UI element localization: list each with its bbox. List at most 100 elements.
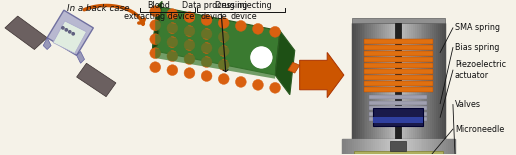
Bar [356, 139, 358, 155]
Bar [416, 23, 418, 146]
Bar [444, 23, 446, 146]
Bar [446, 139, 448, 155]
Bar [369, 139, 372, 155]
Bar [423, 139, 425, 155]
Bar [444, 139, 446, 155]
Bar [381, 23, 383, 146]
Bar [352, 23, 445, 146]
Bar [348, 139, 350, 155]
Bar [440, 23, 442, 146]
Bar [407, 139, 409, 155]
Bar [353, 151, 443, 155]
Circle shape [252, 80, 263, 90]
Circle shape [167, 37, 178, 48]
Bar [450, 139, 452, 155]
Bar [372, 23, 374, 146]
Bar [381, 139, 383, 155]
Circle shape [270, 26, 281, 37]
Polygon shape [43, 38, 51, 49]
Bar [418, 23, 421, 146]
Bar [426, 23, 428, 146]
Circle shape [184, 40, 195, 51]
Polygon shape [155, 34, 275, 65]
Bar [390, 141, 406, 151]
Bar [367, 23, 369, 146]
Polygon shape [275, 31, 295, 95]
Bar [401, 23, 403, 146]
Bar [379, 139, 381, 155]
Circle shape [252, 48, 271, 67]
Bar [374, 108, 424, 126]
Circle shape [65, 29, 68, 31]
Circle shape [218, 46, 229, 56]
Bar [352, 23, 353, 146]
Bar [448, 139, 450, 155]
Circle shape [252, 23, 263, 34]
Bar [401, 139, 403, 155]
Bar [423, 23, 425, 146]
Bar [397, 139, 399, 155]
Bar [364, 57, 433, 62]
Polygon shape [155, 48, 275, 79]
Circle shape [218, 32, 229, 42]
Bar [362, 139, 364, 155]
Circle shape [201, 29, 212, 39]
Bar [407, 23, 409, 146]
Bar [369, 101, 427, 105]
Circle shape [167, 23, 178, 33]
Circle shape [167, 51, 178, 62]
Bar [377, 23, 379, 146]
Bar [418, 139, 421, 155]
Bar [364, 87, 433, 92]
Bar [425, 23, 426, 146]
Bar [387, 139, 389, 155]
Bar [416, 139, 418, 155]
Polygon shape [77, 51, 85, 63]
Circle shape [167, 65, 178, 75]
Bar [405, 139, 407, 155]
Bar [350, 139, 352, 155]
Text: Bias spring: Bias spring [455, 43, 499, 52]
Bar [411, 23, 413, 146]
Bar [409, 23, 411, 146]
Bar [428, 139, 430, 155]
Bar [342, 139, 455, 155]
Bar [369, 106, 427, 110]
Circle shape [218, 74, 229, 84]
Bar [369, 95, 427, 99]
Bar [369, 23, 372, 146]
Bar [358, 139, 360, 155]
Text: Valves: Valves [455, 100, 481, 109]
Bar [405, 23, 407, 146]
Bar [411, 139, 413, 155]
Bar [442, 139, 444, 155]
Bar [393, 139, 395, 155]
Circle shape [201, 71, 212, 81]
Bar [379, 23, 381, 146]
Bar [364, 51, 433, 56]
Bar [352, 18, 445, 23]
Bar [432, 139, 434, 155]
Bar [413, 23, 415, 146]
Polygon shape [152, 6, 280, 75]
Bar [438, 139, 440, 155]
Bar [434, 139, 436, 155]
Bar [395, 23, 397, 146]
Bar [364, 75, 433, 80]
Bar [440, 139, 442, 155]
Bar [364, 23, 365, 146]
Bar [365, 139, 367, 155]
Bar [346, 139, 348, 155]
Bar [385, 23, 387, 146]
Bar [421, 139, 423, 155]
Circle shape [235, 20, 246, 31]
Bar [436, 23, 438, 146]
Text: Data processing
device: Data processing device [182, 1, 247, 21]
Bar [358, 23, 360, 146]
Bar [367, 139, 369, 155]
Circle shape [167, 9, 178, 20]
Circle shape [184, 12, 195, 22]
Circle shape [201, 43, 212, 53]
Bar [383, 139, 385, 155]
Text: Piezoelectric
actuator: Piezoelectric actuator [455, 60, 506, 80]
